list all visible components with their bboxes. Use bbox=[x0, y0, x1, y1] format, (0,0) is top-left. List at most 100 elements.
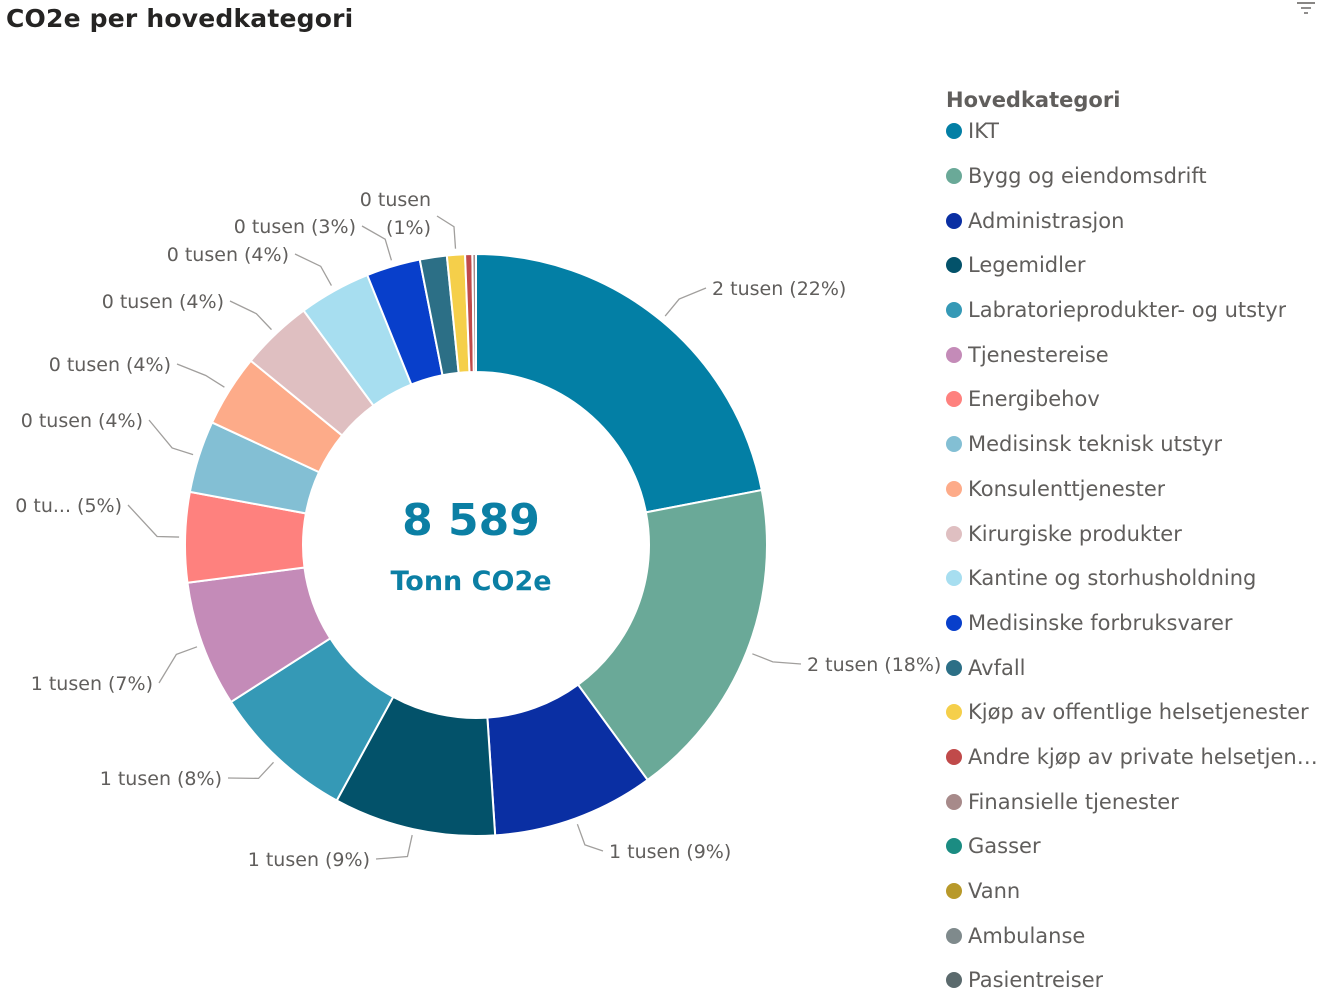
center-total-unit: Tonn CO2e bbox=[390, 566, 551, 597]
legend-color-dot bbox=[946, 972, 962, 989]
legend-color-dot bbox=[946, 525, 962, 542]
legend-item[interactable]: Medisinske forbruksvarer bbox=[946, 601, 1328, 646]
data-label: 1 tusen (9%) bbox=[248, 849, 370, 871]
legend-color-dot bbox=[946, 570, 962, 587]
data-label: 2 tusen (18%) bbox=[807, 654, 940, 676]
legend-item[interactable]: Finansielle tjenester bbox=[946, 779, 1328, 824]
legend-label: Tjenestereise bbox=[968, 342, 1109, 367]
legend-item[interactable]: Administrasjon bbox=[946, 198, 1328, 243]
legend-label: Medisinske forbruksvarer bbox=[968, 610, 1233, 635]
legend-color-dot bbox=[946, 838, 962, 855]
legend-item[interactable]: Energibehov bbox=[946, 377, 1328, 422]
data-label: 0 tusen (3%) bbox=[234, 216, 356, 238]
legend-label: Finansielle tjenester bbox=[968, 789, 1179, 814]
data-label: 0 tu... (5%) bbox=[15, 495, 122, 517]
leader-line bbox=[664, 287, 707, 317]
slice-finansielle-tjenester[interactable] bbox=[471, 252, 477, 374]
legend-color-dot bbox=[946, 123, 962, 140]
legend-color-dot bbox=[946, 927, 962, 944]
donut-chart: 2 tusen (22%) 2 tusen (18%) 1 tusen (9%) 1 … bbox=[15, 189, 940, 871]
legend: Hovedkategori IKT Bygg og eiendomsdrift Ad… bbox=[946, 88, 1328, 1003]
legend-label: Gasser bbox=[968, 834, 1041, 859]
data-labels: 2 tusen (22%) 2 tusen (18%) 1 tusen (9%) 1 … bbox=[15, 189, 940, 871]
leader-line bbox=[227, 761, 275, 780]
data-label: 0 tusen (4%) bbox=[49, 354, 171, 376]
legend-title: Hovedkategori bbox=[946, 88, 1121, 112]
data-label: 0 tusen bbox=[360, 189, 431, 211]
legend-item[interactable]: Pasientreiser bbox=[946, 958, 1328, 1003]
legend-label: Kjøp av offentlige helsetjenester bbox=[968, 700, 1309, 725]
legend-color-dot bbox=[946, 212, 962, 229]
donut-slices bbox=[184, 252, 768, 837]
legend-item[interactable]: Ambulanse bbox=[946, 913, 1328, 958]
legend-item[interactable]: Andre kjøp av private helsetjenes... bbox=[946, 735, 1328, 780]
legend-label: Medisinsk teknisk utstyr bbox=[968, 432, 1223, 457]
legend-color-dot bbox=[946, 883, 962, 900]
legend-color-dot bbox=[946, 704, 962, 721]
leader-line bbox=[158, 646, 198, 684]
legend-item[interactable]: Avfall bbox=[946, 645, 1328, 690]
legend-color-dot bbox=[946, 302, 962, 319]
legend-color-dot bbox=[946, 168, 962, 185]
leader-line bbox=[436, 215, 457, 249]
data-label: 2 tusen (22%) bbox=[712, 278, 846, 300]
leader-line bbox=[576, 823, 604, 852]
legend-label: Kirurgiske produkter bbox=[968, 521, 1182, 546]
legend-item[interactable]: Legemidler bbox=[946, 243, 1328, 288]
data-label: 1 tusen (8%) bbox=[100, 768, 222, 790]
legend-label: Bygg og eiendomsdrift bbox=[968, 164, 1207, 189]
legend-item[interactable]: Medisinsk teknisk utstyr bbox=[946, 422, 1328, 467]
slice-ikt[interactable] bbox=[475, 252, 763, 514]
legend-label: Avfall bbox=[968, 655, 1026, 680]
center-total-value: 8 589 bbox=[402, 495, 540, 546]
slice-bygg-og-eiendomsdrift[interactable] bbox=[576, 488, 768, 782]
legend-label: Labratorieprodukter- og utstyr bbox=[968, 298, 1287, 323]
legend-label: Kantine og storhusholdning bbox=[968, 566, 1257, 591]
legend-item[interactable]: Konsulenttjenester bbox=[946, 467, 1328, 512]
data-label: 0 tusen (4%) bbox=[167, 244, 289, 266]
legend-item[interactable]: Tjenestereise bbox=[946, 332, 1328, 377]
legend-item[interactable]: Kirurgiske produkter bbox=[946, 511, 1328, 556]
legend-item[interactable]: Vann bbox=[946, 869, 1328, 914]
leader-line bbox=[375, 834, 413, 860]
legend-label: Administrasjon bbox=[968, 208, 1125, 233]
legend-label: Energibehov bbox=[968, 387, 1100, 412]
leader-line bbox=[229, 300, 272, 331]
leader-line bbox=[294, 253, 332, 286]
legend-item[interactable]: Kjøp av offentlige helsetjenester bbox=[946, 690, 1328, 735]
legend-color-dot bbox=[946, 659, 962, 676]
legend-color-dot bbox=[946, 391, 962, 408]
leader-line bbox=[176, 363, 225, 388]
legend-color-dot bbox=[946, 614, 962, 631]
legend-label: Konsulenttjenester bbox=[968, 476, 1166, 501]
leader-line bbox=[127, 504, 180, 538]
legend-item[interactable]: Kantine og storhusholdning bbox=[946, 556, 1328, 601]
legend-item[interactable]: IKT bbox=[946, 109, 1328, 154]
data-label: 1 tusen (7%) bbox=[31, 673, 153, 695]
legend-label: IKT bbox=[968, 119, 1000, 144]
data-label: (1%) bbox=[386, 217, 431, 239]
legend-item[interactable]: Bygg og eiendomsdrift bbox=[946, 154, 1328, 199]
legend-item[interactable]: Labratorieprodukter- og utstyr bbox=[946, 288, 1328, 333]
chart-title: CO2e per hovedkategori bbox=[6, 4, 354, 33]
data-label: 1 tusen (9%) bbox=[609, 841, 731, 863]
legend-label: Legemidler bbox=[968, 253, 1086, 278]
legend-color-dot bbox=[946, 257, 962, 274]
leader-line bbox=[361, 225, 393, 261]
legend-color-dot bbox=[946, 346, 962, 363]
legend-color-dot bbox=[946, 793, 962, 810]
leader-line bbox=[752, 653, 802, 665]
legend-color-dot bbox=[946, 748, 962, 765]
legend-label: Andre kjøp av private helsetjenes... bbox=[968, 744, 1328, 769]
legend-items: IKT Bygg og eiendomsdrift Administrasjon Le… bbox=[946, 109, 1328, 1003]
legend-label: Vann bbox=[968, 879, 1021, 904]
data-label: 0 tusen (4%) bbox=[21, 410, 143, 432]
legend-color-dot bbox=[946, 480, 962, 497]
legend-color-dot bbox=[946, 436, 962, 453]
legend-label: Pasientreiser bbox=[968, 968, 1104, 993]
legend-label: Ambulanse bbox=[968, 923, 1086, 948]
data-label: 0 tusen (4%) bbox=[102, 291, 224, 313]
leader-line bbox=[148, 419, 194, 456]
filter-icon[interactable] bbox=[1294, 0, 1318, 18]
legend-item[interactable]: Gasser bbox=[946, 824, 1328, 869]
